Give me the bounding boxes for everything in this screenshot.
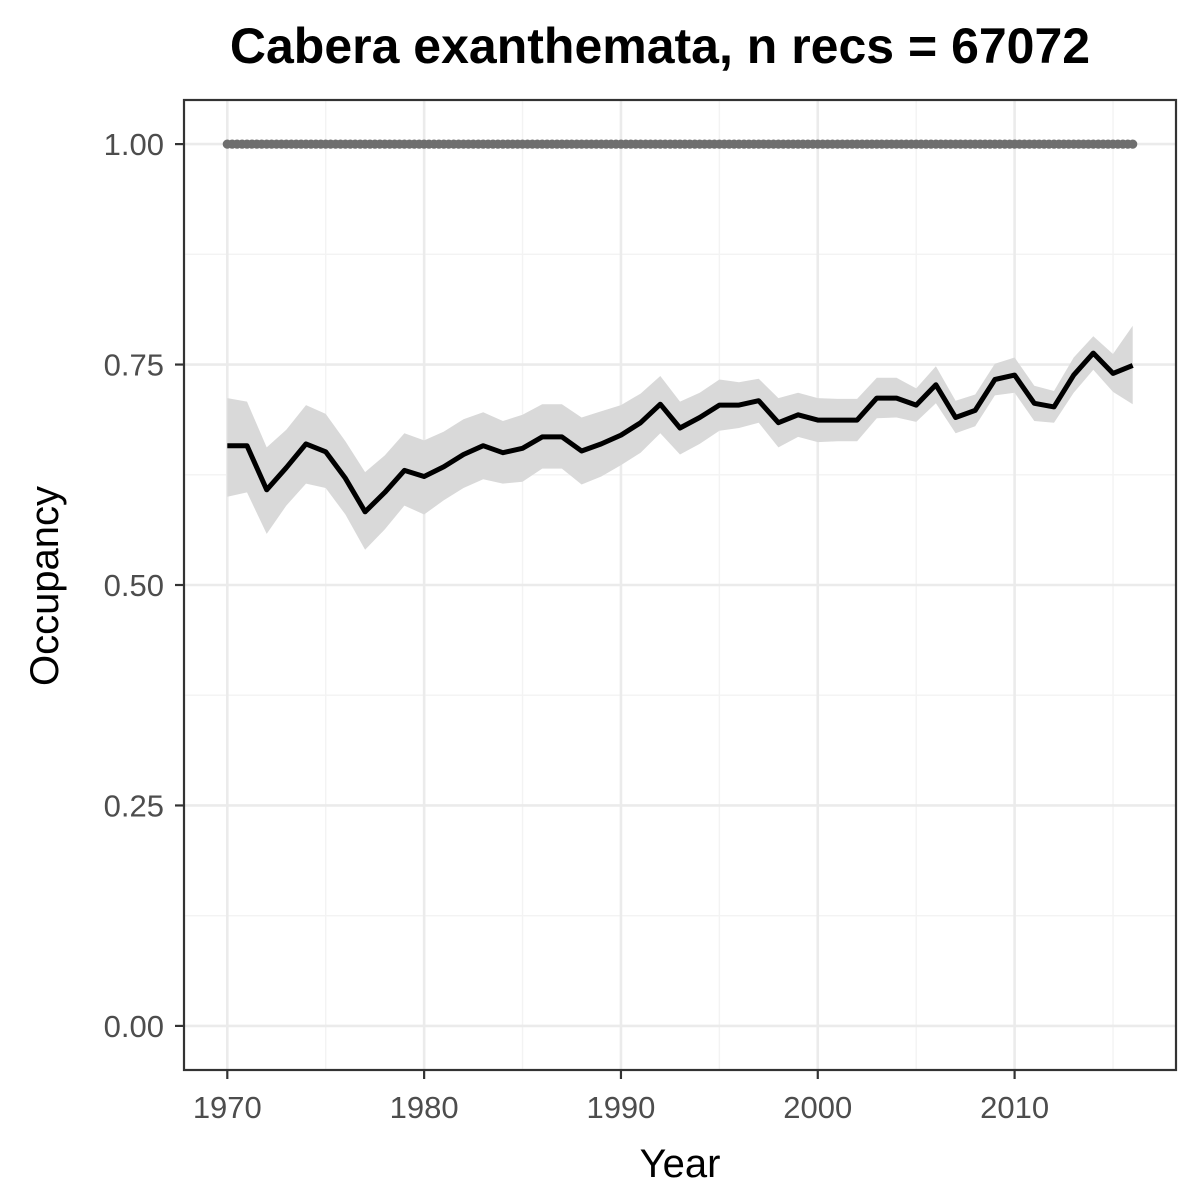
reference-point bbox=[1128, 139, 1138, 149]
y-tick-label: 0.25 bbox=[104, 788, 164, 823]
x-tick-label: 1980 bbox=[390, 1090, 459, 1125]
plot-panel bbox=[184, 100, 1176, 1070]
reference-points-layer bbox=[222, 139, 1138, 149]
x-tick-label: 1990 bbox=[586, 1090, 655, 1125]
y-tick-label: 0.00 bbox=[104, 1009, 164, 1044]
y-axis-title: Occupancy bbox=[23, 486, 67, 686]
chart-title: Cabera exanthemata, n recs = 67072 bbox=[230, 18, 1090, 74]
y-tick-label: 0.50 bbox=[104, 568, 164, 603]
y-tick-label: 0.75 bbox=[104, 348, 164, 383]
x-tick-label: 2010 bbox=[980, 1090, 1049, 1125]
occupancy-line bbox=[227, 350, 1134, 515]
y-tick-label: 1.00 bbox=[104, 127, 164, 162]
confidence-ribbon-layer bbox=[227, 325, 1133, 550]
occupancy-line-layer bbox=[227, 350, 1134, 515]
x-axis: 1970 1980 1990 2000 2010 bbox=[193, 1070, 1049, 1125]
x-tick-label: 2000 bbox=[783, 1090, 852, 1125]
confidence-ribbon bbox=[227, 325, 1133, 550]
y-axis: 0.00 0.25 0.50 0.75 1.00 bbox=[104, 127, 184, 1044]
x-axis-title: Year bbox=[640, 1142, 721, 1186]
x-tick-label: 1970 bbox=[193, 1090, 262, 1125]
